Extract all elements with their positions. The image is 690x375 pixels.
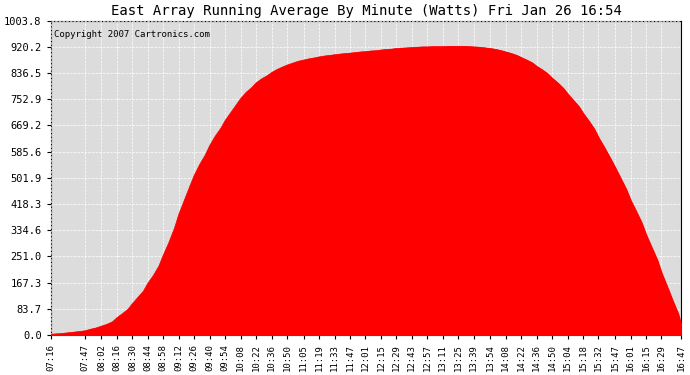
Text: Copyright 2007 Cartronics.com: Copyright 2007 Cartronics.com [54, 30, 210, 39]
Title: East Array Running Average By Minute (Watts) Fri Jan 26 16:54: East Array Running Average By Minute (Wa… [110, 4, 622, 18]
